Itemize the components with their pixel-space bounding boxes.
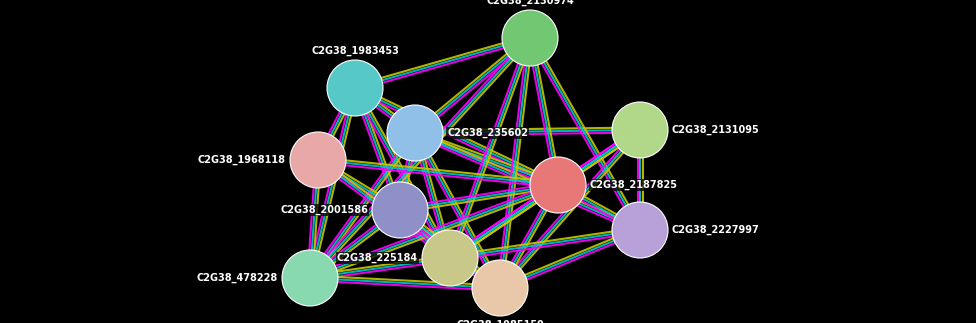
Circle shape: [372, 182, 428, 238]
Text: C2G38_225184: C2G38_225184: [337, 253, 418, 263]
Text: C2G38_1983453: C2G38_1983453: [311, 46, 399, 56]
Text: C2G38_2131095: C2G38_2131095: [672, 125, 759, 135]
Text: C2G38_478228: C2G38_478228: [197, 273, 278, 283]
Text: C2G38_1985159: C2G38_1985159: [456, 320, 544, 323]
Circle shape: [387, 105, 443, 161]
Circle shape: [530, 157, 586, 213]
Text: C2G38_2187825: C2G38_2187825: [590, 180, 678, 190]
Circle shape: [612, 202, 668, 258]
Circle shape: [502, 10, 558, 66]
Circle shape: [472, 260, 528, 316]
Text: C2G38_235602: C2G38_235602: [447, 128, 528, 138]
Circle shape: [290, 132, 346, 188]
Circle shape: [422, 230, 478, 286]
Circle shape: [327, 60, 383, 116]
Text: C2G38_2130974: C2G38_2130974: [486, 0, 574, 6]
Circle shape: [612, 102, 668, 158]
Text: C2G38_1968118: C2G38_1968118: [198, 155, 286, 165]
Text: C2G38_2227997: C2G38_2227997: [672, 225, 759, 235]
Text: C2G38_2001586: C2G38_2001586: [280, 205, 368, 215]
Circle shape: [282, 250, 338, 306]
